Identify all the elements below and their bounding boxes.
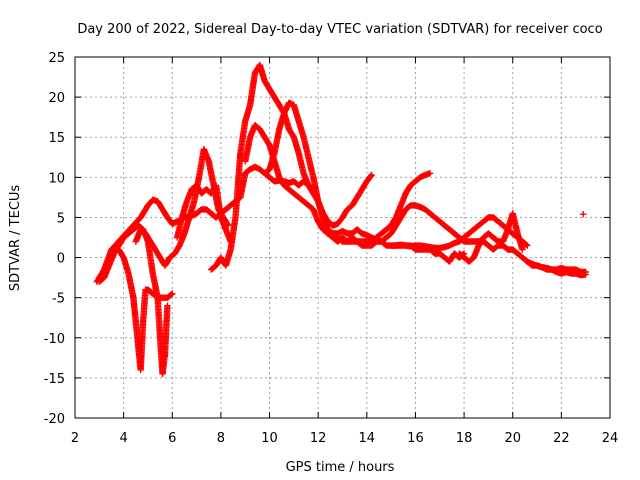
series-track-6 [207,61,468,273]
chart-title: Day 200 of 2022, Sidereal Day-to-day VTE… [77,22,602,37]
y-tick-label: 15 [48,131,65,146]
data-point [168,291,175,298]
y-tick-label: -10 [44,332,65,347]
x-tick-label: 4 [119,431,127,446]
series-track-5 [173,182,234,245]
x-tick-label: 14 [359,431,376,446]
plot-frame [74,56,611,419]
x-tick-label: 10 [261,431,278,446]
x-tick-label: 22 [553,431,570,446]
data-point [519,246,526,253]
y-tick-label: -20 [44,412,65,427]
y-tick-label: -15 [44,372,65,387]
y-tick-label: 0 [57,252,65,267]
x-tick-label: 12 [310,431,327,446]
series-track-10 [456,210,526,265]
y-axis-label: SDTVAR / TECUs [8,185,23,292]
data-point [523,241,530,248]
x-tick-label: 8 [217,431,225,446]
data-point [164,302,171,309]
x-tick-label: 6 [168,431,176,446]
data-point [580,211,587,218]
data-point [582,271,589,278]
y-tick-label: 5 [57,211,65,226]
y-tick-label: 25 [48,51,65,66]
data-point [524,242,531,249]
data-point [368,171,375,179]
data-marks [93,61,589,378]
data-point [169,290,176,297]
x-tick-label: 24 [602,431,619,446]
series-track-3 [115,246,176,374]
series-track-1 [93,163,375,285]
x-axis-label: GPS time / hours [286,460,395,475]
data-point [367,172,375,180]
x-tick-label: 20 [504,431,521,446]
y-tick-label: 20 [48,91,65,106]
series-outlier [580,211,587,218]
x-axis: 2 4 6 8 10 12 14 16 18 20 22 24 [71,57,618,446]
series-track-11 [524,258,589,279]
y-axis: 25 20 15 10 5 0 -5 -10 -15 -20 [44,51,610,427]
x-tick-label: 16 [407,431,424,446]
y-tick-label: 10 [48,171,65,186]
x-tick-label: 2 [71,431,79,446]
data-point [426,170,434,177]
y-tick-label: -5 [52,292,65,307]
x-tick-label: 18 [456,431,473,446]
series-track-8 [261,99,434,245]
